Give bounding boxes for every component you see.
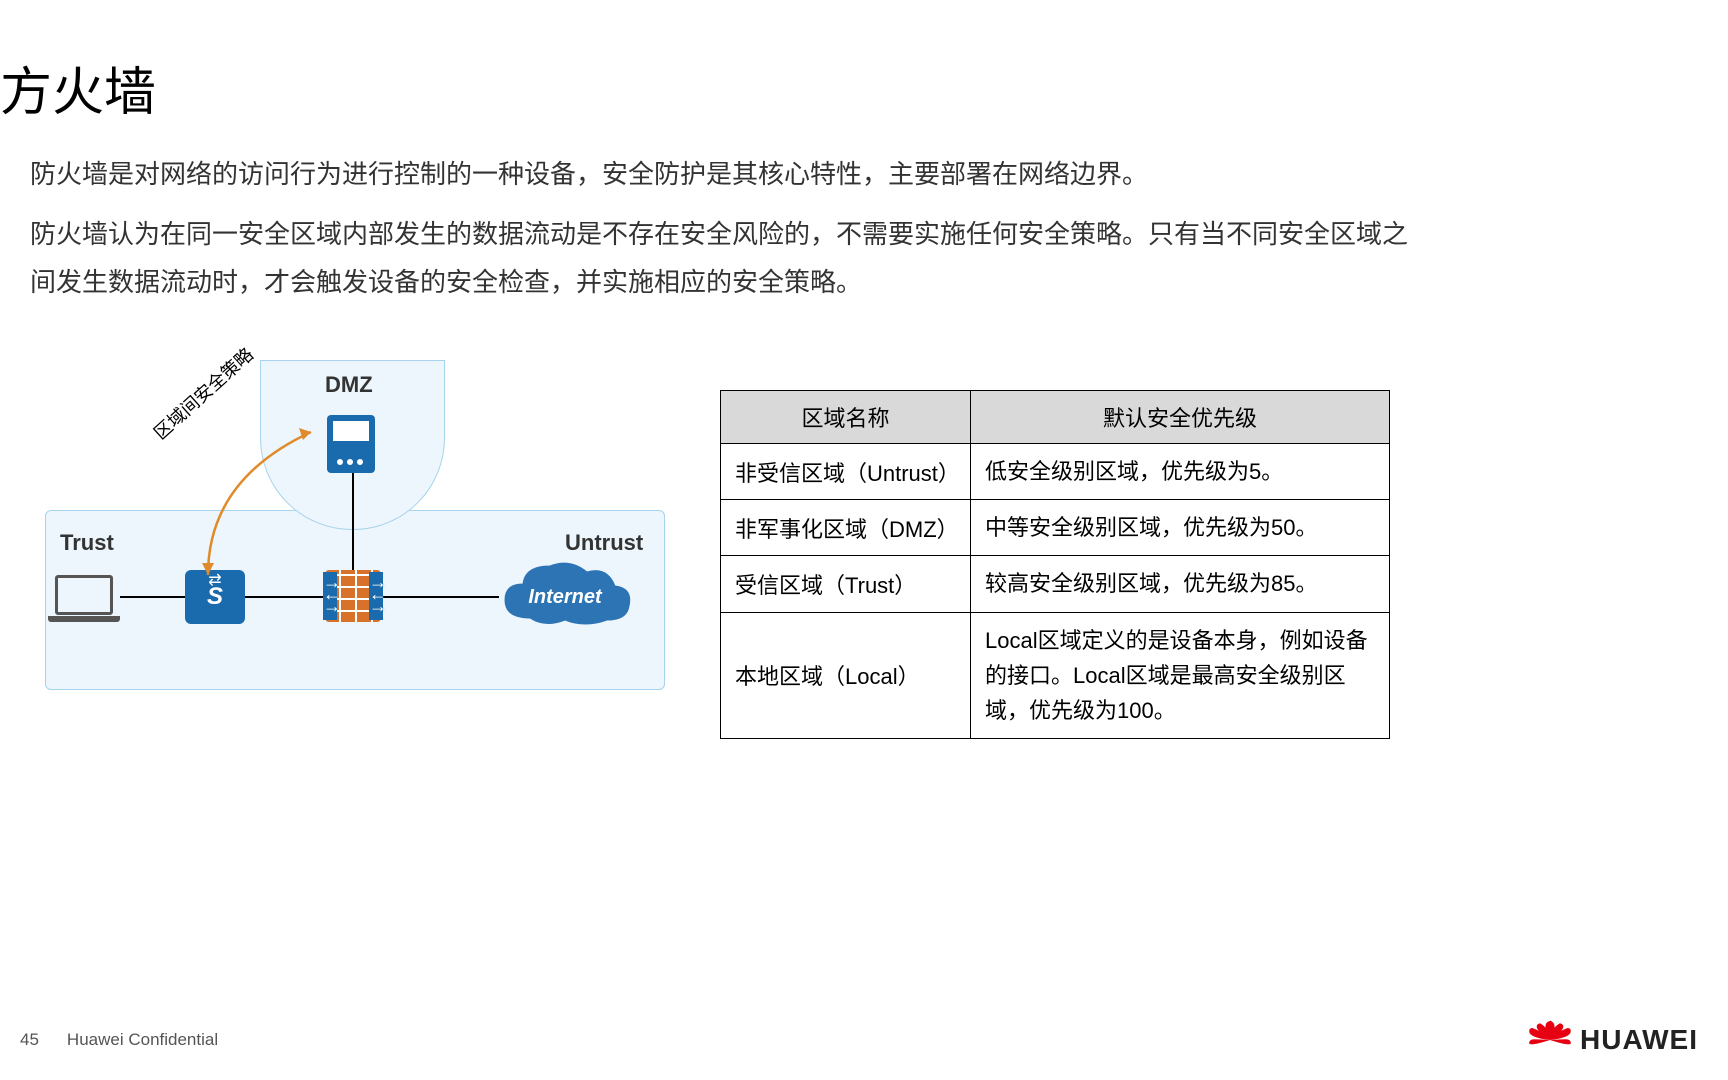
internet-cloud-icon: Internet: [495, 558, 635, 636]
paragraph-1: 防火墙是对网络的访问行为进行控制的一种设备，安全防护是其核心特性，主要部署在网络…: [30, 150, 1380, 198]
table-header-row: 区域名称 默认安全优先级: [721, 391, 1390, 444]
table-cell: 中等安全级别区域，优先级为50。: [971, 500, 1390, 556]
table-header-priority: 默认安全优先级: [971, 391, 1390, 444]
zone-label-untrust: Untrust: [565, 530, 643, 556]
paragraph-2: 防火墙认为在同一安全区域内部发生的数据流动是不存在安全风险的，不需要实施任何安全…: [30, 210, 1430, 306]
zone-label-dmz: DMZ: [325, 372, 373, 398]
link-firewall-cloud: [381, 596, 499, 598]
table-cell: Local区域定义的是设备本身，例如设备的接口。Local区域是最高安全级别区域…: [971, 612, 1390, 739]
table-cell: 本地区域（Local）: [721, 612, 971, 739]
table-cell: 较高安全级别区域，优先级为85。: [971, 556, 1390, 612]
table-row: 本地区域（Local） Local区域定义的是设备本身，例如设备的接口。Loca…: [721, 612, 1390, 739]
footer: 45 Huawei Confidential: [20, 1030, 218, 1050]
slide-title: 方火墙: [0, 50, 156, 125]
switch-icon: S: [185, 570, 245, 624]
zone-label-trust: Trust: [60, 530, 114, 556]
switch-label: S: [207, 583, 223, 611]
firewall-arrows-left: →←→: [323, 572, 337, 620]
firewall-arrows-right: →←→: [369, 572, 383, 620]
cloud-label: Internet: [495, 586, 635, 609]
page-number: 45: [20, 1030, 39, 1050]
link-dmz-firewall: [352, 473, 354, 570]
huawei-logo: HUAWEI: [1526, 1020, 1698, 1060]
table-cell: 非军事化区域（DMZ）: [721, 500, 971, 556]
table-header-zone: 区域名称: [721, 391, 971, 444]
server-icon: [327, 415, 375, 473]
link-laptop-switch: [120, 596, 185, 598]
table-cell: 低安全级别区域，优先级为5。: [971, 444, 1390, 500]
policy-arrow-icon: [193, 420, 328, 575]
laptop-icon: [55, 575, 113, 615]
huawei-petal-icon: [1526, 1020, 1574, 1060]
link-switch-firewall: [245, 596, 325, 598]
firewall-diagram: DMZ Trust Untrust S →←→ →←→ Internet 区域间…: [45, 360, 665, 700]
table-row: 非军事化区域（DMZ） 中等安全级别区域，优先级为50。: [721, 500, 1390, 556]
confidential-label: Huawei Confidential: [67, 1030, 218, 1050]
table-row: 受信区域（Trust） 较高安全级别区域，优先级为85。: [721, 556, 1390, 612]
table-cell: 非受信区域（Untrust）: [721, 444, 971, 500]
table-cell: 受信区域（Trust）: [721, 556, 971, 612]
table-row: 非受信区域（Untrust） 低安全级别区域，优先级为5。: [721, 444, 1390, 500]
zone-priority-table: 区域名称 默认安全优先级 非受信区域（Untrust） 低安全级别区域，优先级为…: [720, 390, 1390, 739]
huawei-logo-text: HUAWEI: [1580, 1024, 1698, 1056]
